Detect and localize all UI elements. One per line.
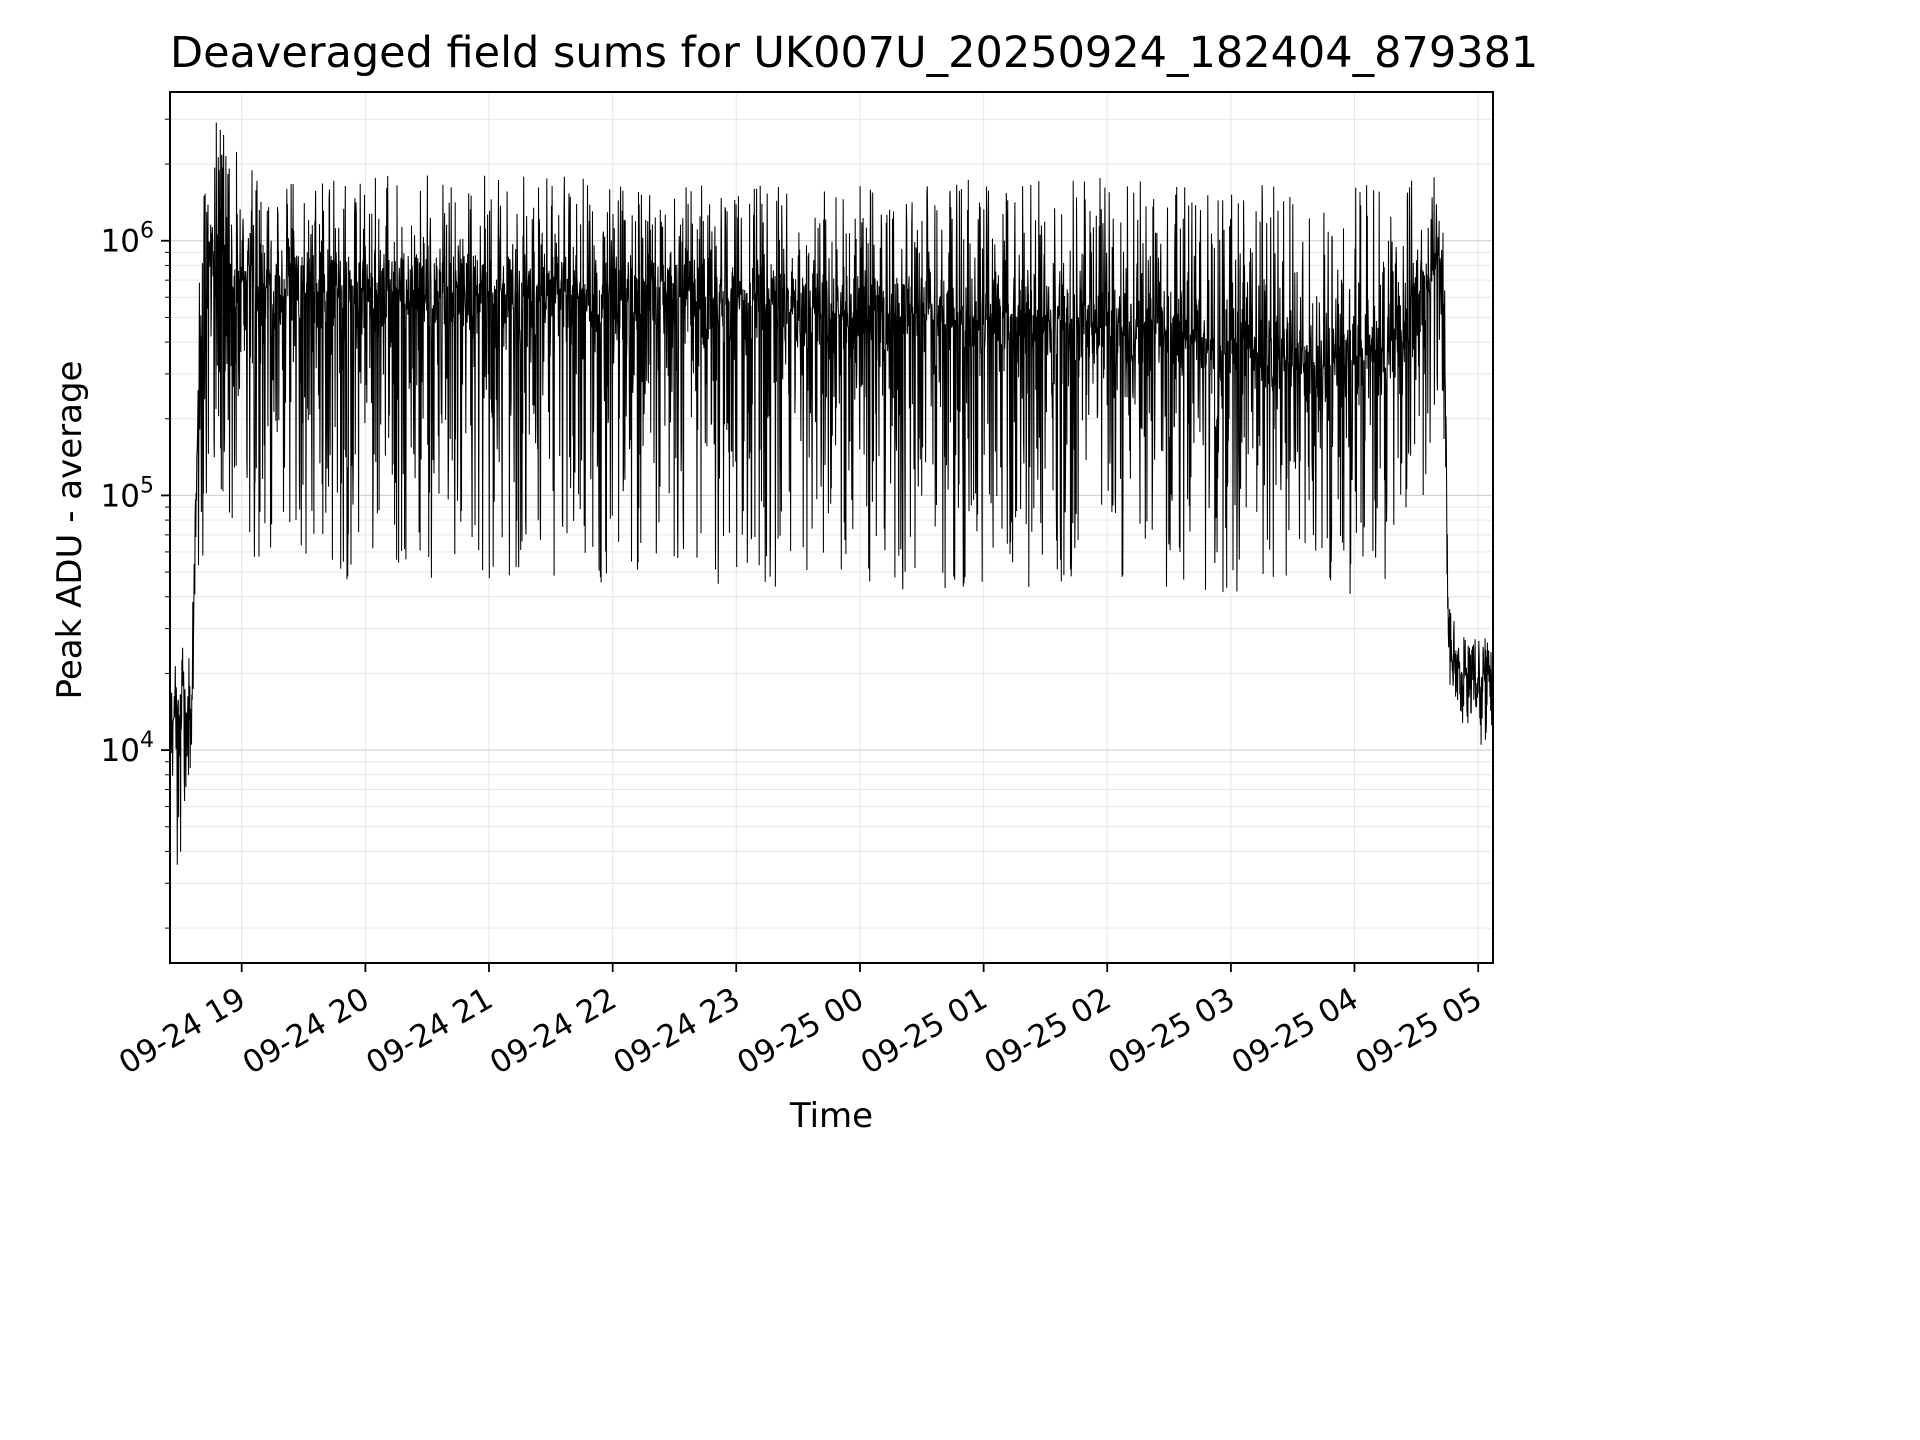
x-tick-label: 09-25 05 (1349, 981, 1488, 1082)
x-tick-label: 09-25 03 (1102, 981, 1241, 1082)
y-tick-label: 106 (101, 219, 154, 260)
x-tick-label: 09-25 01 (855, 981, 994, 1082)
chart-title: Deaveraged field sums for UK007U_2025092… (170, 28, 1539, 78)
x-axis-label: Time (789, 1096, 874, 1136)
plot-background (170, 92, 1493, 963)
x-tick-label: 09-25 04 (1226, 981, 1365, 1082)
axes-frame (169, 91, 1494, 964)
data-series-line (169, 122, 1494, 865)
x-tick-label: 09-25 02 (978, 981, 1117, 1082)
x-tick-label: 09-24 21 (360, 981, 499, 1082)
y-tick-label: 105 (101, 473, 154, 514)
x-tick-label: 09-24 19 (113, 981, 252, 1082)
y-tick-label: 104 (101, 728, 154, 769)
x-tick-label: 09-24 23 (608, 981, 747, 1082)
x-tick-label: 09-25 00 (731, 981, 870, 1082)
x-tick-label: 09-24 20 (237, 981, 376, 1082)
x-tick-label: 09-24 22 (484, 981, 623, 1082)
